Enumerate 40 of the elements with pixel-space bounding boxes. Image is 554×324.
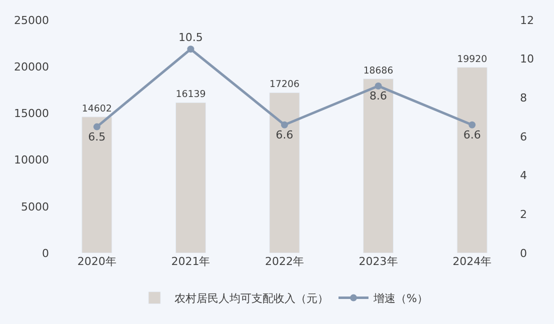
y-tick-label: 10000 (14, 154, 49, 167)
x-tick-label: 2024年 (452, 255, 492, 268)
y2-tick-label: 0 (520, 246, 527, 260)
data-label: 17206 (270, 79, 300, 90)
y2-tick-label: 10 (520, 52, 534, 66)
point (93, 123, 100, 130)
x-tick-label: 2023年 (358, 255, 398, 268)
bar (269, 92, 300, 253)
bar (456, 67, 488, 253)
y2-tick-label: 12 (520, 14, 534, 27)
x-tick-label: 2020年 (77, 255, 116, 268)
y-tick-label: 0 (42, 246, 49, 260)
y2-tick-label: 2 (520, 208, 527, 222)
point (187, 46, 194, 53)
data-label: 18686 (363, 65, 394, 76)
y2-tick-label: 8 (520, 92, 527, 105)
data-label: 16139 (176, 89, 206, 100)
data-label: 6.6 (463, 128, 481, 142)
x-tick-label: 2022年 (265, 255, 304, 268)
bar (175, 102, 206, 253)
y-tick-label: 15000 (14, 107, 49, 120)
legend-label: 农村居民人均可支配收入（元） (174, 292, 328, 306)
bar (82, 116, 112, 253)
data-label: 19920 (457, 54, 488, 65)
y-tick-label: 5000 (21, 200, 49, 214)
y2-tick-label: 4 (520, 169, 527, 182)
point (468, 121, 476, 128)
y2-tick-label: 6 (520, 130, 527, 144)
legend-label: 增速（%） (372, 292, 428, 306)
data-label: 6.5 (88, 130, 106, 144)
bar (363, 78, 394, 253)
data-label: 14602 (82, 103, 112, 114)
data-label: 8.6 (370, 90, 388, 103)
x-tick-label: 2021年 (171, 255, 210, 268)
y-tick-label: 25000 (14, 14, 49, 27)
data-label: 6.6 (276, 128, 294, 142)
point (374, 82, 382, 90)
point (281, 121, 288, 128)
data-label: 10.5 (178, 31, 203, 44)
y-tick-label: 20000 (14, 60, 49, 74)
